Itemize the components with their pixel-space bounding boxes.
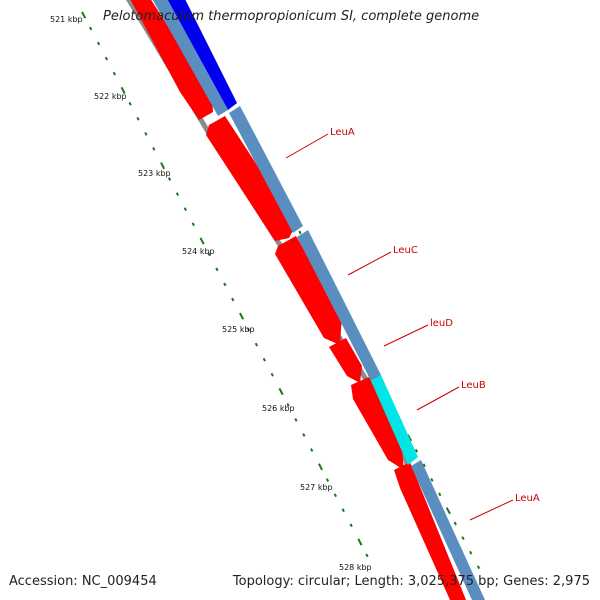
tick-label: 521 kbp: [50, 15, 83, 24]
tick-mark: [430, 478, 434, 482]
steelblue-cds[interactable]: [411, 460, 485, 600]
genome-backbone: [126, 0, 457, 600]
tick-mark: [341, 508, 345, 513]
tick-mark: [81, 11, 87, 19]
tick-mark: [461, 536, 465, 540]
cyan-cds[interactable]: [371, 375, 418, 465]
gene-label-leuc[interactable]: LeuC: [393, 245, 418, 256]
tick-mark: [246, 327, 251, 332]
accession-text: Accession: NC_009454: [9, 574, 157, 589]
tick-mark: [167, 177, 172, 181]
red-cds-arrow[interactable]: [128, 0, 213, 120]
tick-mark: [414, 448, 419, 453]
tick-mark: [476, 565, 481, 570]
tick-mark: [445, 507, 451, 515]
tick-mark: [357, 538, 363, 546]
tick-mark: [302, 433, 306, 437]
tick-label: 526 kbp: [262, 404, 295, 413]
gene-label-lines: [285, 133, 514, 521]
tick-mark: [325, 478, 330, 483]
red-cds-arrow[interactable]: [206, 116, 296, 241]
gene-label-leua-2[interactable]: LeuA: [515, 493, 540, 504]
tick-mark: [191, 222, 195, 227]
tick-mark: [112, 71, 116, 76]
tick-mark: [422, 463, 426, 468]
tick-mark: [262, 357, 266, 362]
tick-mark: [318, 463, 323, 471]
genome-title: Pelotomaculum thermopropionicum SI, comp…: [103, 9, 480, 24]
tick-mark: [104, 56, 109, 61]
tick-mark: [294, 418, 298, 422]
tick-mark: [183, 207, 187, 212]
tick-mark: [469, 550, 473, 555]
tick-label: 522 kbp: [94, 92, 127, 101]
tick-mark: [239, 312, 245, 320]
tick-mark: [453, 521, 457, 526]
tick-label: 525 kbp: [222, 325, 255, 334]
tick-mark: [120, 86, 126, 94]
red-cds-arrow[interactable]: [351, 377, 404, 470]
tick-mark: [270, 372, 274, 377]
gene-labels: LeuA LeuC leuD LeuB LeuA: [330, 127, 540, 504]
red-cds-arrow[interactable]: [394, 462, 466, 600]
tick-mark: [175, 192, 180, 196]
steelblue-cds[interactable]: [150, 0, 228, 116]
tick-mark: [160, 162, 166, 170]
tick-mark: [128, 101, 132, 106]
tick-mark: [231, 297, 235, 302]
tick-label: 524 kbp: [182, 247, 215, 256]
tick-mark: [254, 342, 259, 347]
red-cds-arrow[interactable]: [329, 338, 362, 383]
tick-mark: [286, 402, 290, 407]
tick-mark: [365, 553, 369, 558]
gene-label-leua[interactable]: LeuA: [330, 127, 355, 138]
tick-mark: [310, 448, 314, 452]
tick-mark: [136, 116, 140, 121]
tick-mark: [278, 387, 284, 396]
tick-label: 527 kbp: [300, 483, 333, 492]
tick-label: 523 kbp: [138, 169, 171, 178]
tick-label: 528 kbp: [339, 563, 372, 572]
tick-labels: 521 kbp 522 kbp 523 kbp 524 kbp 525 kbp …: [50, 15, 372, 572]
blue-cds[interactable]: [165, 0, 237, 110]
tick-mark: [215, 267, 219, 272]
topology-text: Topology: circular; Length: 3,025,375 bp…: [232, 574, 590, 589]
tick-mark: [96, 41, 101, 46]
tick-mark: [152, 147, 156, 151]
tick-mark: [144, 131, 148, 136]
red-cds-arrow[interactable]: [275, 236, 342, 345]
reverse-strand: [150, 0, 485, 600]
tick-mark: [438, 492, 442, 497]
tick-mark: [223, 282, 227, 287]
tick-mark: [333, 493, 337, 498]
tick-mark: [298, 230, 302, 235]
gene-label-leub[interactable]: LeuB: [461, 380, 486, 391]
tick-mark: [407, 434, 413, 442]
tick-mark: [349, 523, 353, 528]
tick-mark: [89, 26, 93, 31]
steelblue-cds[interactable]: [229, 106, 303, 233]
gene-label-leud[interactable]: leuD: [430, 318, 453, 329]
tick-mark: [207, 252, 211, 257]
steelblue-cds[interactable]: [297, 230, 381, 381]
tick-mark: [199, 237, 205, 245]
forward-strand: [128, 0, 466, 600]
